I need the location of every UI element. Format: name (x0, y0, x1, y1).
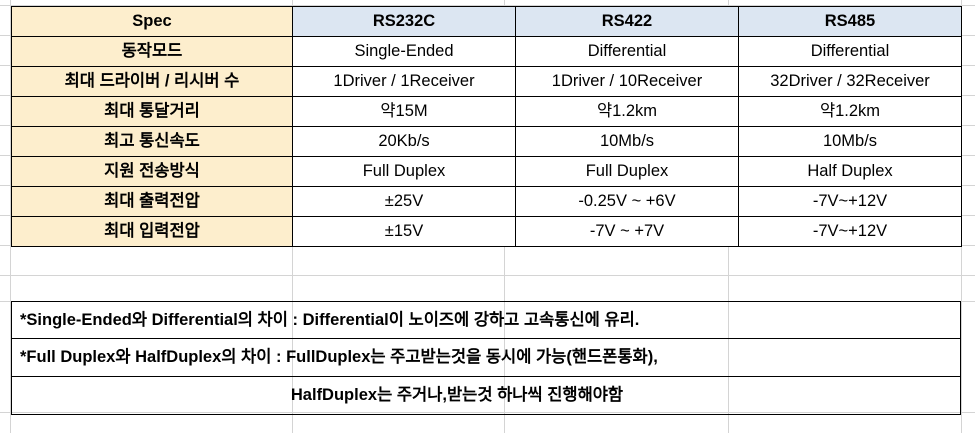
cell-rs422: -0.25V ~ +6V (515, 186, 739, 217)
cell-rs422: 10Mb/s (515, 126, 739, 157)
cell-rs232c: 1Driver / 1Receiver (292, 66, 516, 97)
header-cell-rs422: RS422 (515, 6, 739, 37)
note-half-duplex-detail: HalfDuplex는 주거나,받는것 하나씩 진행해야함 (11, 376, 961, 415)
note-row: *Single-Ended와 Differential의 차이 : Differ… (11, 301, 961, 339)
cell-rs232c: Single-Ended (292, 36, 516, 67)
table-row: 지원 전송방식 Full Duplex Full Duplex Half Dup… (11, 156, 962, 187)
cell-rs485: -7V~+12V (738, 216, 962, 247)
table-body: 동작모드 Single-Ended Differential Different… (11, 36, 962, 247)
cell-rs422: 1Driver / 10Receiver (515, 66, 739, 97)
cell-rs422: Full Duplex (515, 156, 739, 187)
cell-rs232c: ±25V (292, 186, 516, 217)
cell-rs232c: Full Duplex (292, 156, 516, 187)
table-row: 최대 통달거리 약15M 약1.2km 약1.2km (11, 96, 962, 127)
cell-rs422: 약1.2km (515, 96, 739, 127)
note-row: HalfDuplex는 주거나,받는것 하나씩 진행해야함 (11, 376, 961, 415)
table-row: 최대 출력전압 ±25V -0.25V ~ +6V -7V~+12V (11, 186, 962, 217)
row-label-max-input-voltage: 최대 입력전압 (11, 216, 293, 247)
table-row: 최대 드라이버 / 리시버 수 1Driver / 1Receiver 1Dri… (11, 66, 962, 97)
row-label-driver-receiver-count: 최대 드라이버 / 리시버 수 (11, 66, 293, 97)
spec-table-container: Spec RS232C RS422 RS485 동작모드 Single-Ende… (11, 6, 962, 247)
cell-rs422: Differential (515, 36, 739, 67)
row-label-max-speed: 최고 통신속도 (11, 126, 293, 157)
header-cell-rs232c: RS232C (292, 6, 516, 37)
serial-spec-comparison-table: Spec RS232C RS422 RS485 동작모드 Single-Ende… (11, 6, 962, 247)
table-row: 동작모드 Single-Ended Differential Different… (11, 36, 962, 67)
cell-rs232c: ±15V (292, 216, 516, 247)
gridline-horizontal (0, 275, 975, 276)
cell-rs485: 32Driver / 32Receiver (738, 66, 962, 97)
header-cell-rs485: RS485 (738, 6, 962, 37)
notes-container: *Single-Ended와 Differential의 차이 : Differ… (11, 301, 961, 415)
note-row: *Full Duplex와 HalfDuplex의 차이 : FullDuple… (11, 338, 961, 377)
cell-rs422: -7V ~ +7V (515, 216, 739, 247)
cell-rs485: 약1.2km (738, 96, 962, 127)
header-cell-spec: Spec (11, 6, 293, 37)
cell-rs485: 10Mb/s (738, 126, 962, 157)
row-label-operation-mode: 동작모드 (11, 36, 293, 67)
row-label-max-distance: 최대 통달거리 (11, 96, 293, 127)
cell-rs485: Half Duplex (738, 156, 962, 187)
table-row: 최대 입력전압 ±15V -7V ~ +7V -7V~+12V (11, 216, 962, 247)
cell-rs485: Differential (738, 36, 962, 67)
row-label-max-output-voltage: 최대 출력전압 (11, 186, 293, 217)
table-header: Spec RS232C RS422 RS485 (11, 6, 962, 37)
note-full-vs-half-duplex: *Full Duplex와 HalfDuplex의 차이 : FullDuple… (11, 338, 961, 377)
cell-rs232c: 20Kb/s (292, 126, 516, 157)
table-row: 최고 통신속도 20Kb/s 10Mb/s 10Mb/s (11, 126, 962, 157)
notes-table: *Single-Ended와 Differential의 차이 : Differ… (11, 301, 961, 415)
row-label-transmission-mode: 지원 전송방식 (11, 156, 293, 187)
cell-rs232c: 약15M (292, 96, 516, 127)
note-single-ended-vs-differential: *Single-Ended와 Differential의 차이 : Differ… (11, 301, 961, 339)
header-row: Spec RS232C RS422 RS485 (11, 6, 962, 37)
cell-rs485: -7V~+12V (738, 186, 962, 217)
